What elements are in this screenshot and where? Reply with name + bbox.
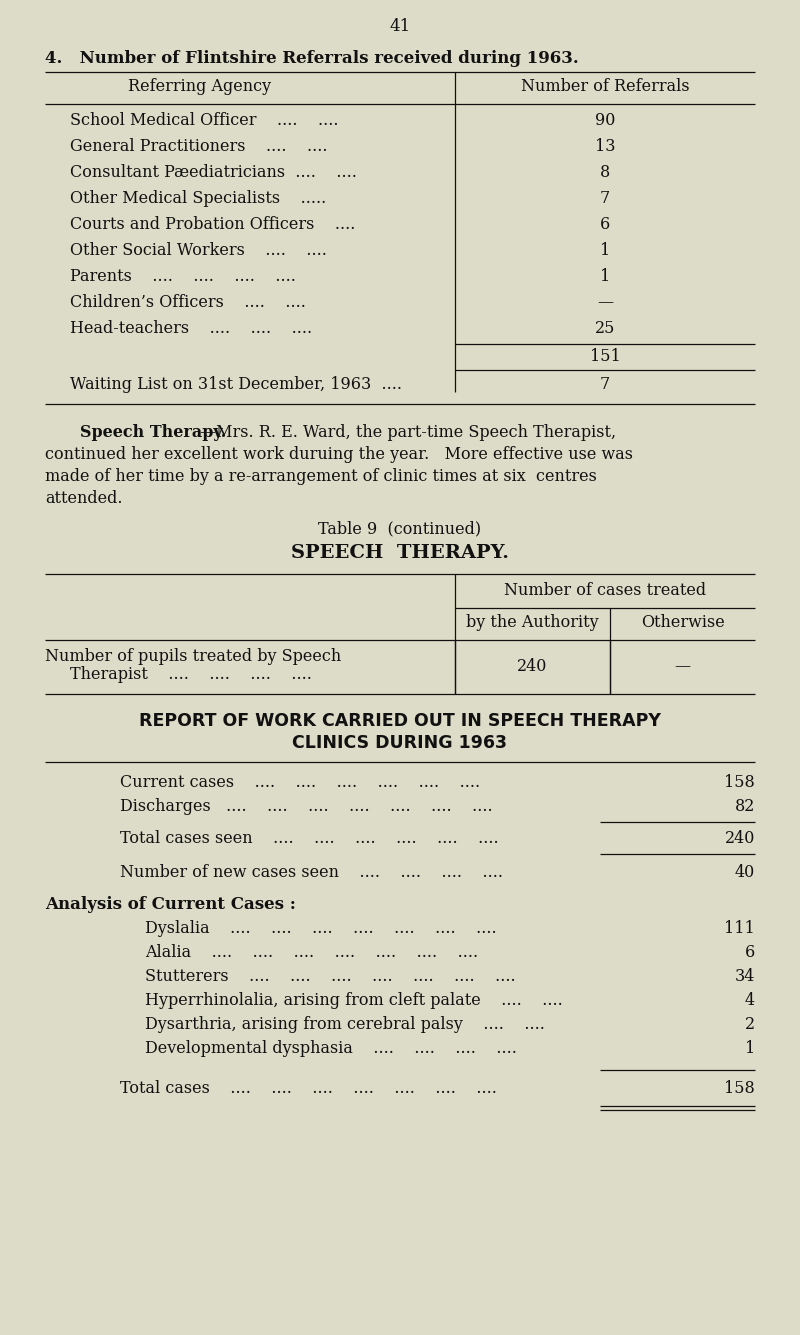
Text: Analysis of Current Cases :: Analysis of Current Cases :: [45, 896, 296, 913]
Text: 1: 1: [745, 1040, 755, 1057]
Text: Total cases seen    ....    ....    ....    ....    ....    ....: Total cases seen .... .... .... .... ...…: [120, 830, 498, 846]
Text: Waiting List on 31st December, 1963  ....: Waiting List on 31st December, 1963 ....: [70, 376, 402, 392]
Text: attended.: attended.: [45, 490, 122, 507]
Text: 8: 8: [600, 164, 610, 182]
Text: Total cases    ....    ....    ....    ....    ....    ....    ....: Total cases .... .... .... .... .... ...…: [120, 1080, 497, 1097]
Text: Parents    ....    ....    ....    ....: Parents .... .... .... ....: [70, 268, 296, 284]
Text: —: —: [674, 658, 690, 676]
Text: Hyperrhinolalia, arising from cleft palate    ....    ....: Hyperrhinolalia, arising from cleft pala…: [145, 992, 562, 1009]
Text: 4.   Number of Flintshire Referrals received during 1963.: 4. Number of Flintshire Referrals receiv…: [45, 49, 578, 67]
Text: continued her excellent work duruing the year.   More effective use was: continued her excellent work duruing the…: [45, 446, 633, 463]
Text: Other Medical Specialists    .....: Other Medical Specialists .....: [70, 190, 326, 207]
Text: Consultant Pæediatricians  ....    ....: Consultant Pæediatricians .... ....: [70, 164, 357, 182]
Text: Otherwise: Otherwise: [641, 614, 724, 631]
Text: SPEECH  THERAPY.: SPEECH THERAPY.: [291, 543, 509, 562]
Text: 82: 82: [734, 798, 755, 814]
Text: 240: 240: [518, 658, 548, 676]
Text: by the Authority: by the Authority: [466, 614, 599, 631]
Text: Table 9  (continued): Table 9 (continued): [318, 521, 482, 537]
Text: Alalia    ....    ....    ....    ....    ....    ....    ....: Alalia .... .... .... .... .... .... ...…: [145, 944, 478, 961]
Text: Speech Therapy.: Speech Therapy.: [80, 425, 226, 441]
Text: 151: 151: [590, 348, 620, 364]
Text: 90: 90: [595, 112, 615, 129]
Text: Children’s Officers    ....    ....: Children’s Officers .... ....: [70, 294, 306, 311]
Text: Number of pupils treated by Speech: Number of pupils treated by Speech: [45, 647, 342, 665]
Text: 1: 1: [600, 268, 610, 284]
Text: Number of Referrals: Number of Referrals: [521, 77, 690, 95]
Text: Courts and Probation Officers    ....: Courts and Probation Officers ....: [70, 216, 355, 234]
Text: 2: 2: [745, 1016, 755, 1033]
Text: 13: 13: [594, 138, 615, 155]
Text: made of her time by a re-arrangement of clinic times at six  centres: made of her time by a re-arrangement of …: [45, 469, 597, 485]
Text: School Medical Officer    ....    ....: School Medical Officer .... ....: [70, 112, 338, 129]
Text: 111: 111: [724, 920, 755, 937]
Text: 1: 1: [600, 242, 610, 259]
Text: 6: 6: [600, 216, 610, 234]
Text: Dysarthria, arising from cerebral palsy    ....    ....: Dysarthria, arising from cerebral palsy …: [145, 1016, 545, 1033]
Text: Referring Agency: Referring Agency: [129, 77, 271, 95]
Text: —Mrs. R. E. Ward, the part-time Speech Therapist,: —Mrs. R. E. Ward, the part-time Speech T…: [200, 425, 616, 441]
Text: Developmental dysphasia    ....    ....    ....    ....: Developmental dysphasia .... .... .... .…: [145, 1040, 517, 1057]
Text: Discharges   ....    ....    ....    ....    ....    ....    ....: Discharges .... .... .... .... .... ....…: [120, 798, 493, 814]
Text: Head-teachers    ....    ....    ....: Head-teachers .... .... ....: [70, 320, 312, 336]
Text: CLINICS DURING 1963: CLINICS DURING 1963: [293, 734, 507, 752]
Text: 4: 4: [745, 992, 755, 1009]
Text: Number of new cases seen    ....    ....    ....    ....: Number of new cases seen .... .... .... …: [120, 864, 503, 881]
Text: 25: 25: [595, 320, 615, 336]
Text: Therapist    ....    ....    ....    ....: Therapist .... .... .... ....: [70, 666, 312, 684]
Text: 7: 7: [600, 190, 610, 207]
Text: 7: 7: [600, 376, 610, 392]
Text: —: —: [597, 294, 613, 311]
Text: 158: 158: [724, 1080, 755, 1097]
Text: 240: 240: [725, 830, 755, 846]
Text: Other Social Workers    ....    ....: Other Social Workers .... ....: [70, 242, 327, 259]
Text: General Practitioners    ....    ....: General Practitioners .... ....: [70, 138, 327, 155]
Text: Stutterers    ....    ....    ....    ....    ....    ....    ....: Stutterers .... .... .... .... .... ....…: [145, 968, 516, 985]
Text: 34: 34: [734, 968, 755, 985]
Text: 6: 6: [745, 944, 755, 961]
Text: Dyslalia    ....    ....    ....    ....    ....    ....    ....: Dyslalia .... .... .... .... .... .... .…: [145, 920, 497, 937]
Text: 41: 41: [390, 17, 410, 35]
Text: Current cases    ....    ....    ....    ....    ....    ....: Current cases .... .... .... .... .... .…: [120, 774, 480, 792]
Text: 158: 158: [724, 774, 755, 792]
Text: REPORT OF WORK CARRIED OUT IN SPEECH THERAPY: REPORT OF WORK CARRIED OUT IN SPEECH THE…: [139, 712, 661, 730]
Text: 40: 40: [734, 864, 755, 881]
Text: Number of cases treated: Number of cases treated: [504, 582, 706, 599]
